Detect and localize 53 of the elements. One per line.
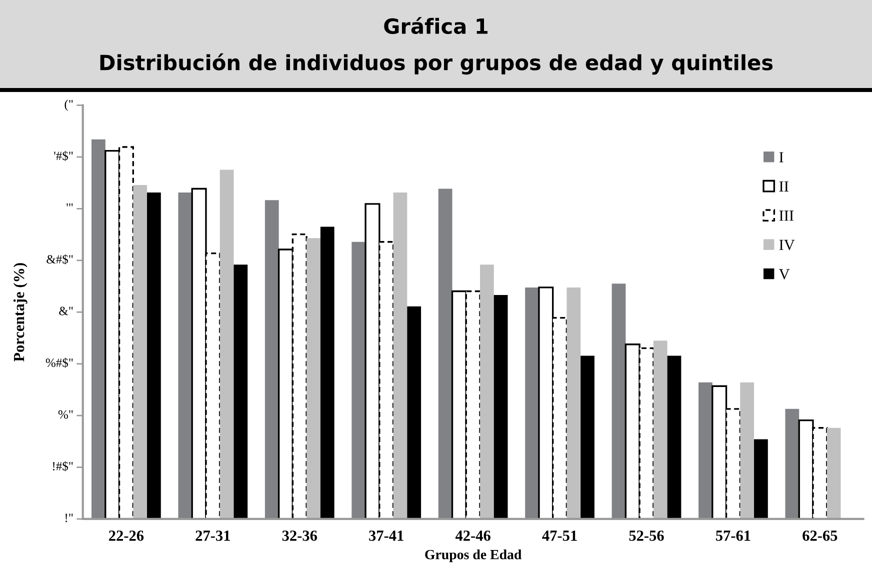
bar [264,200,279,519]
text: !" [66,514,73,522]
bar [438,188,452,519]
x-tick-label: 42-46 [455,530,490,541]
bar [580,356,594,519]
text: &#$" [46,254,73,264]
x-tick-label: 32-36 [282,530,318,541]
bar [612,284,626,519]
text: %" [58,410,73,419]
legend-label: I [779,152,784,162]
legend-label: III [779,210,794,221]
legend-label: IV [779,240,795,250]
text: %#$" [46,358,73,368]
bar [566,287,581,519]
bar [667,356,682,519]
bar [407,306,422,519]
bar [698,382,712,519]
bar [92,139,106,519]
x-tick-label: 57-61 [716,530,750,541]
bar [525,287,539,519]
x-tick-label: 47-51 [542,530,577,541]
x-tick-label: 27-31 [196,530,230,541]
x-tick-label: 52-56 [629,530,664,541]
chart-subtitle: Distribución de individuos por grupos de edad y quintiles [100,53,773,75]
bar [147,192,161,519]
bar [133,184,148,519]
bar [306,238,320,519]
text: '" [66,204,73,206]
x-tick-label: 37-41 [369,530,404,541]
text: '#$" [54,150,73,161]
bar [826,428,841,519]
bar [178,192,192,519]
legend-label: V [778,269,790,280]
bar [653,340,668,519]
text: (" [64,100,73,111]
bar [494,295,508,519]
x-tick-label: 62-65 [802,530,838,541]
x-tick-label: 22-26 [109,530,144,541]
bar [352,242,366,519]
text: !#$" [53,461,73,472]
bar [234,264,248,519]
bar [740,382,754,519]
chart-title: Gráfica 1 [384,17,488,34]
bar [480,264,494,519]
bar [754,439,768,519]
bar [393,192,408,519]
x-axis-title: Grupos de Edad [425,549,522,562]
bar [220,170,234,519]
text: &" [59,306,73,316]
bar [785,408,800,519]
y-axis-title: Porcentaje (%) [13,263,28,362]
legend-label: II [779,181,788,192]
bar [320,226,334,519]
